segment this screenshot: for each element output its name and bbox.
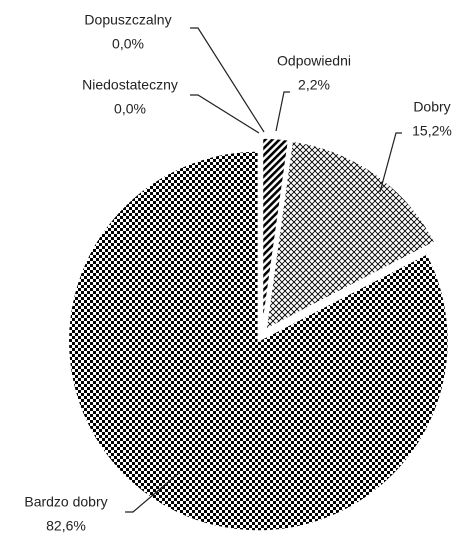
leader-line: [190, 27, 265, 133]
slice-label: Niedostateczny: [82, 77, 178, 93]
slice-label: Dobry: [413, 99, 450, 115]
pie-slice: [261, 137, 290, 329]
slice-value-label: 2,2%: [298, 77, 330, 93]
slice-value-label: 0,0%: [112, 36, 144, 52]
slice-label: Bardzo dobry: [24, 494, 107, 510]
slice-label: Dopuszczalny: [84, 12, 171, 28]
slice-value-label: 15,2%: [412, 123, 452, 139]
leader-line: [190, 94, 260, 134]
leader-line: [275, 91, 290, 132]
pie-slice: [265, 140, 436, 331]
slice-value-label: 82,6%: [46, 518, 86, 534]
leader-line: [125, 471, 181, 513]
slice-label: Odpowiedni: [277, 53, 351, 69]
slice-value-label: 0,0%: [114, 101, 146, 117]
pie-slice: [67, 150, 450, 532]
leader-line: [379, 132, 402, 193]
